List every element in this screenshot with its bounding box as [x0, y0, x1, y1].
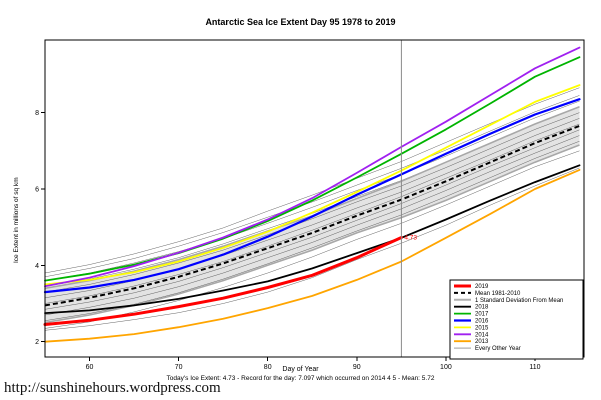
series-line-2018 — [44, 164, 581, 315]
other-year-line — [44, 112, 580, 293]
plot-border — [44, 39, 585, 358]
y-tick-label: 8 — [35, 110, 39, 117]
other-year-line — [44, 167, 580, 331]
legend-label: 2015 — [475, 325, 489, 331]
y-tick-label: 2 — [35, 339, 39, 346]
x-tick-label: 100 — [440, 364, 452, 371]
x-tick-label: 70 — [175, 364, 183, 371]
legend-label: 2019 — [475, 284, 489, 290]
series-line-2017 — [44, 56, 581, 282]
legend-label: 2014 — [475, 332, 489, 338]
legend-label: 2016 — [475, 319, 489, 325]
current-value-label: 4.73 — [404, 235, 417, 242]
x-tick-label: 110 — [529, 364, 540, 371]
y-tick-label: 6 — [35, 187, 39, 194]
series-line-2015 — [44, 84, 581, 286]
series-line-2019 — [43, 236, 403, 326]
series-line-2016 — [43, 98, 581, 294]
legend-box — [449, 279, 584, 360]
legend-label: 2018 — [475, 305, 489, 311]
other-year-line — [44, 150, 580, 329]
legend-label: 2017 — [475, 312, 489, 318]
site-url: http://sunshinehours.wordpress.com — [4, 380, 221, 396]
mean-line — [44, 124, 580, 307]
other-year-line — [44, 129, 580, 310]
other-year-line — [44, 87, 580, 274]
y-axis-label: Ice Extent in millions of sq km — [13, 177, 20, 263]
x-tick-label: 80 — [264, 364, 272, 371]
series-line-2014 — [44, 46, 581, 288]
other-year-line — [44, 135, 580, 316]
x-tick-label: 90 — [353, 364, 361, 371]
other-year-line — [44, 123, 580, 304]
other-year-line — [44, 100, 580, 281]
series-line-2013 — [44, 168, 581, 343]
legend-label: Every Other Year — [475, 346, 521, 352]
y-tick-label: 4 — [35, 263, 39, 270]
other-year-line — [44, 95, 580, 278]
legend-label: 1 Standard Deviation From Mean — [475, 298, 563, 304]
legend-label: Mean 1981-2010 — [475, 291, 521, 297]
x-axis-label: Day of Year — [282, 366, 319, 373]
chart-title: Antarctic Sea Ice Extent Day 95 1978 to … — [205, 17, 396, 27]
chart-caption: Today's Ice Extent: 4.73 - Record for th… — [166, 375, 435, 382]
x-tick-label: 60 — [86, 364, 94, 371]
other-year-line — [44, 140, 580, 321]
legend-label: 2013 — [475, 339, 489, 345]
